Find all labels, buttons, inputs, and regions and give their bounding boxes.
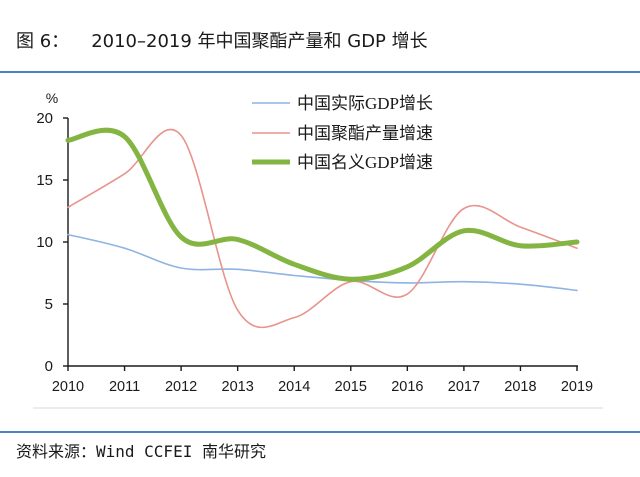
y-tick-label: 15 [36, 172, 53, 189]
series-line-nominal-gdp [65, 127, 580, 282]
legend-label-nominal-gdp: 中国名义GDP增速 [297, 153, 433, 172]
series-line-polyester-output [67, 128, 578, 329]
x-tick-label: 2018 [504, 379, 536, 395]
series-layer [65, 127, 580, 329]
figure-title: 图 6： 2010–2019 年中国聚酯产量和 GDP 增长 [16, 30, 428, 54]
figure-number: 图 6： [16, 31, 70, 52]
y-tick-label: 20 [36, 110, 53, 127]
x-tick-label: 2016 [391, 379, 423, 395]
x-tick-label: 2019 [561, 379, 593, 395]
x-tick-label: 2011 [109, 379, 140, 395]
legend-item-real-gdp: 中国实际GDP增长 [252, 94, 433, 113]
x-tick-label: 2014 [278, 379, 310, 395]
legend-item-polyester-output: 中国聚酯产量增速 [252, 124, 433, 143]
x-tick-label: 2013 [222, 379, 254, 395]
legend: 中国实际GDP增长 中国聚酯产量增速 中国名义GDP增速 [252, 94, 433, 172]
legend-item-nominal-gdp: 中国名义GDP增速 [252, 153, 433, 172]
legend-label-real-gdp: 中国实际GDP增长 [297, 94, 433, 113]
source-note: 资料来源：Wind CCFEI 南华研究 [16, 442, 266, 461]
y-tick-label: 5 [45, 296, 53, 313]
x-tick-label: 2015 [335, 379, 367, 395]
x-tick-label: 2012 [165, 379, 197, 395]
y-axis-unit-label: % [46, 90, 58, 106]
figure-title-text: 2010–2019 年中国聚酯产量和 GDP 增长 [91, 31, 428, 52]
series-line-real-gdp [67, 233, 578, 292]
y-tick-label: 10 [36, 234, 53, 251]
x-tick-label: 2010 [52, 379, 84, 395]
x-tick-label: 2017 [448, 379, 480, 395]
legend-label-polyester-output: 中国聚酯产量增速 [297, 124, 433, 143]
axes: 0 5 10 15 20 2010 2011 2012 2013 2014 2015 2016 2017… [36, 110, 593, 395]
title-divider [0, 71, 640, 73]
y-tick-label: 0 [45, 358, 53, 375]
source-divider [0, 431, 640, 433]
